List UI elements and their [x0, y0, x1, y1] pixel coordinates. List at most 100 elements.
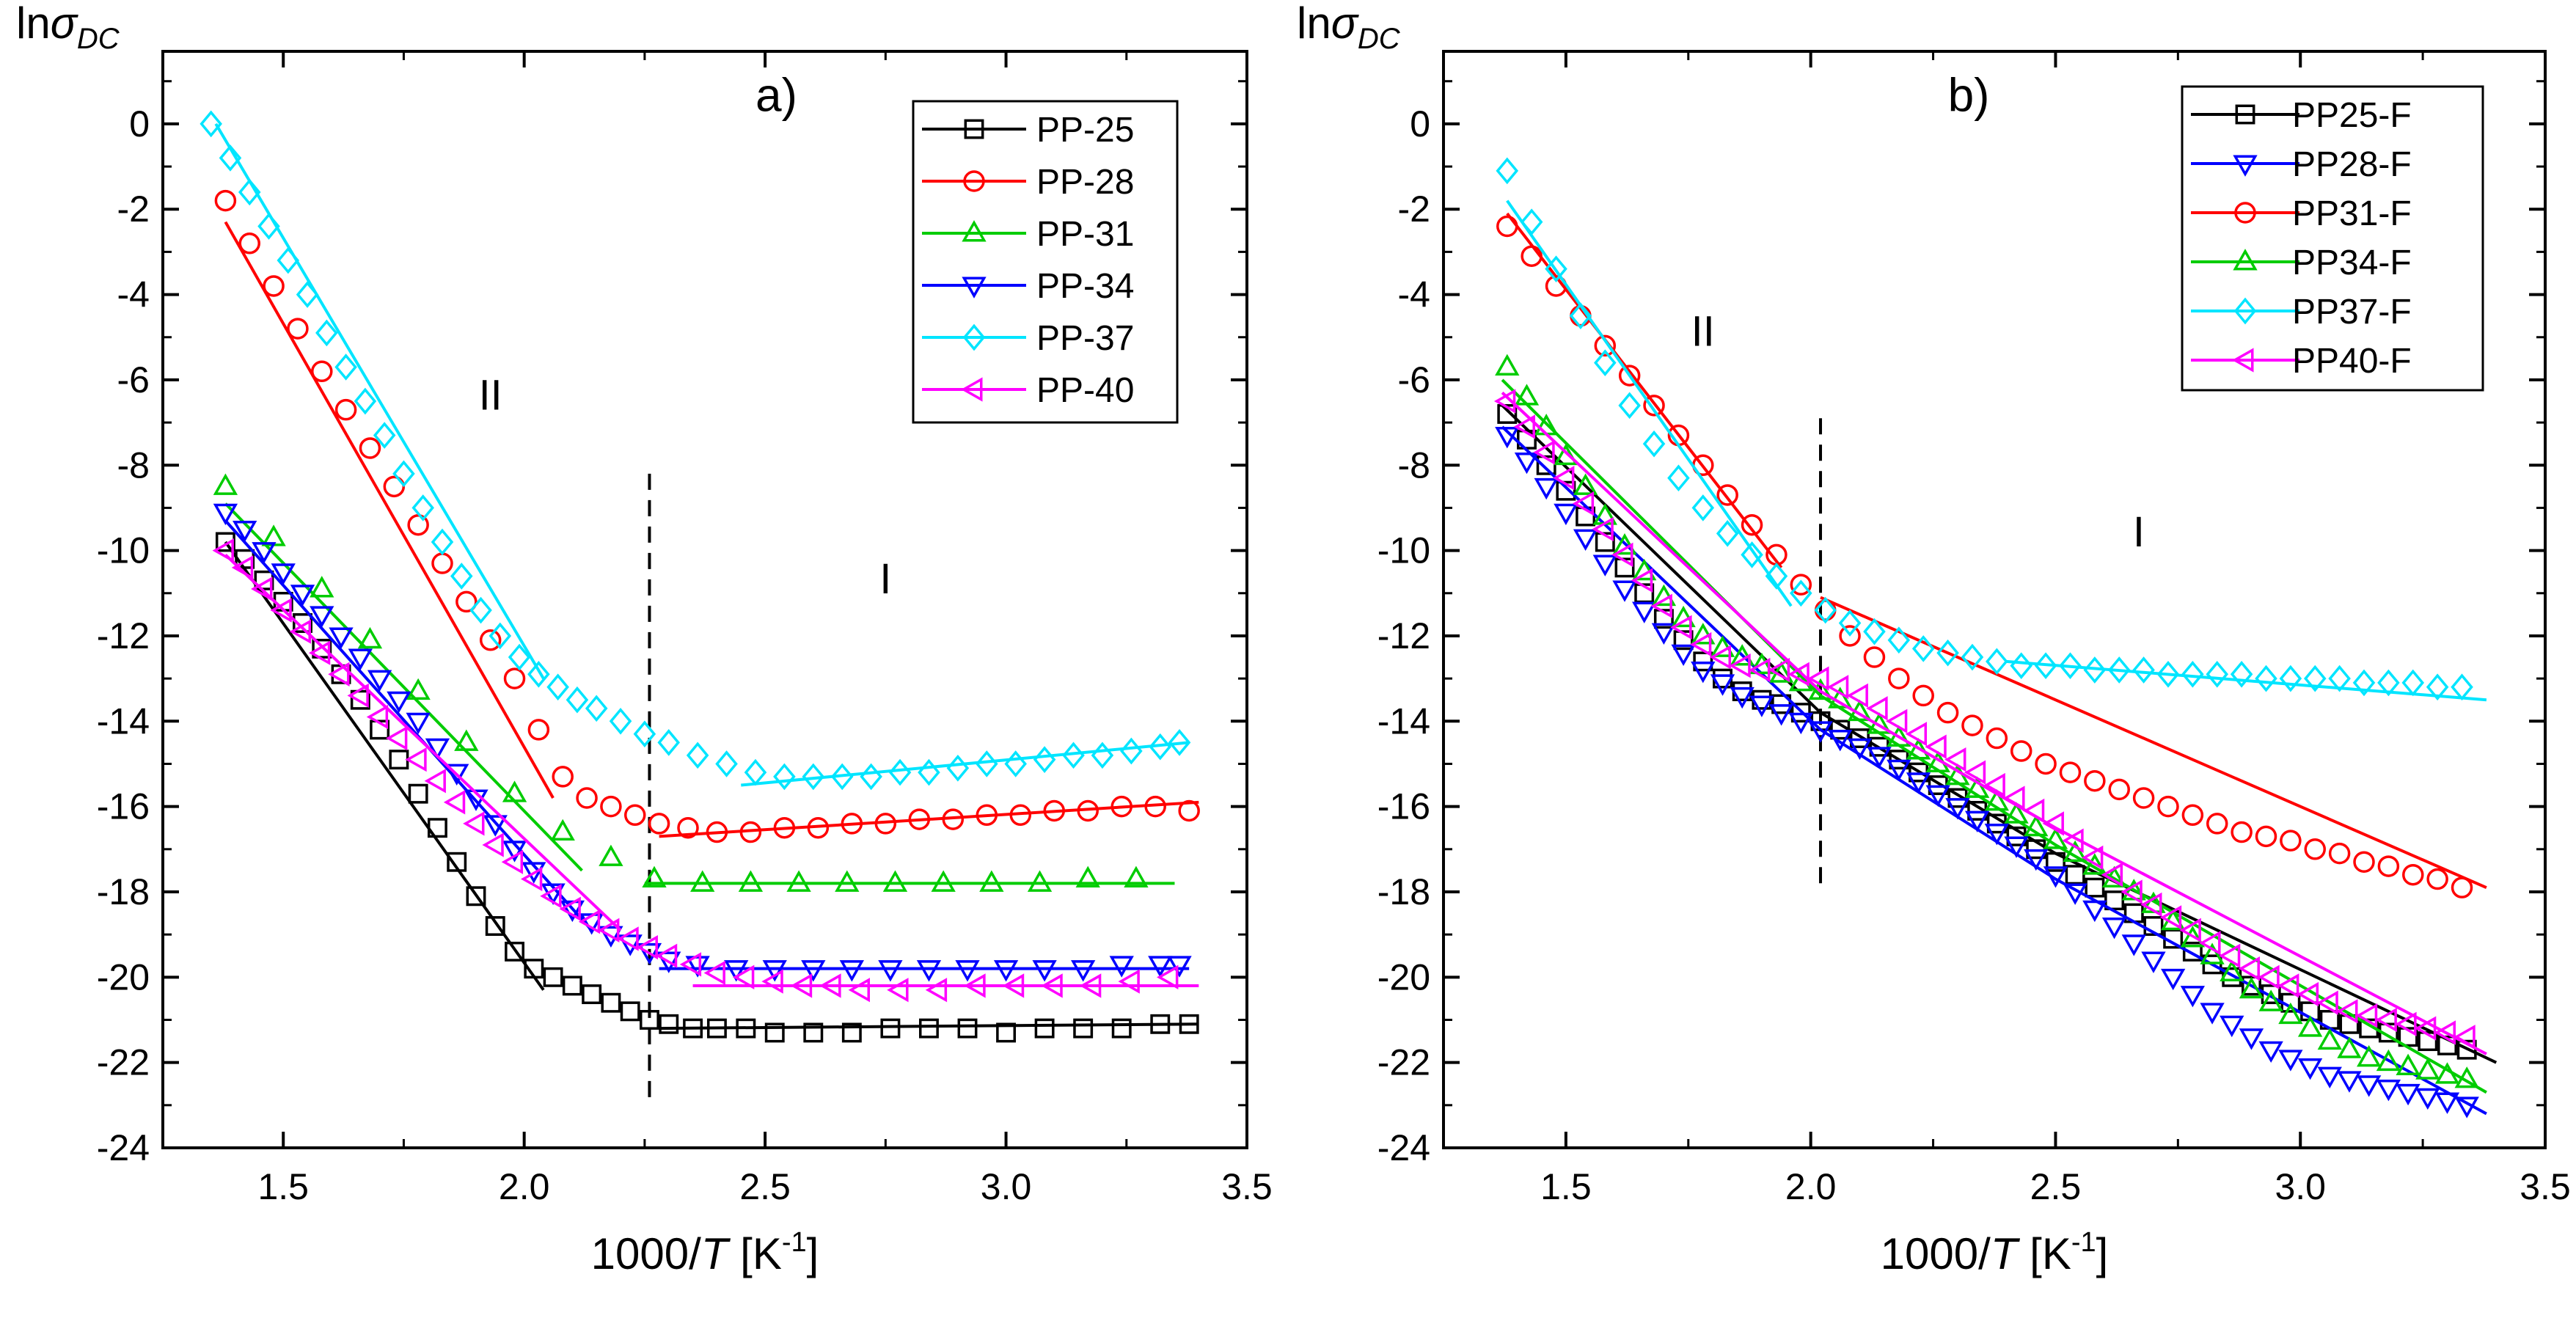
data-point — [1986, 727, 2008, 750]
data-point — [1118, 969, 1140, 994]
region-label: I — [879, 555, 891, 603]
data-point — [2278, 1050, 2303, 1072]
data-point — [1148, 956, 1173, 978]
legend-label: PP-34 — [1036, 267, 1134, 306]
data-point — [1073, 1018, 1094, 1039]
data-point — [1634, 583, 1655, 604]
data-point — [1887, 759, 1911, 782]
y-axis-label-symbol: σ — [51, 0, 79, 48]
data-point — [1496, 215, 1518, 238]
legend-label: PP-37 — [1036, 319, 1134, 358]
data-point — [1594, 334, 1617, 357]
y-tick-label: -18 — [1377, 871, 1430, 912]
data-point — [648, 813, 670, 835]
data-point — [347, 683, 369, 709]
data-point — [2101, 863, 2123, 887]
region-label: II — [1691, 307, 1715, 355]
data-point — [214, 189, 237, 212]
data-point — [1741, 513, 1763, 536]
x-axis-label-prefix: 1000/ — [1881, 1229, 1991, 1278]
data-point — [505, 941, 524, 962]
data-point — [357, 626, 383, 649]
data-point — [1716, 520, 1739, 547]
data-point — [2337, 1036, 2362, 1058]
data-point — [1790, 574, 1812, 596]
data-point — [979, 870, 1004, 892]
data-point — [1936, 639, 1959, 667]
data-point — [233, 521, 257, 543]
data-point — [2004, 836, 2029, 858]
data-point — [482, 832, 504, 857]
x-tick-label: 1.5 — [1540, 1166, 1592, 1207]
legend-box — [2181, 85, 2484, 392]
data-point — [1149, 733, 1172, 761]
data-point — [738, 870, 764, 892]
data-point — [803, 1022, 824, 1043]
plot-frame — [1442, 50, 2547, 1149]
legend-label: PP31-F — [2292, 194, 2412, 233]
data-point — [469, 596, 492, 624]
data-point — [2085, 877, 2105, 898]
data-point — [503, 667, 526, 689]
y-tick-label: -6 — [117, 359, 150, 400]
data-point — [1709, 645, 1732, 670]
data-point — [213, 473, 238, 495]
legend-label: PP25-F — [2292, 96, 2412, 135]
legend-marker — [963, 170, 985, 192]
y-tick-label: -16 — [97, 786, 150, 827]
data-point — [637, 942, 662, 965]
data-point — [841, 1022, 862, 1043]
panel-label: a) — [755, 68, 797, 121]
data-point — [2121, 934, 2146, 956]
data-point — [2376, 1049, 2401, 1072]
data-point — [546, 673, 569, 701]
data-point — [2024, 849, 2049, 871]
data-point — [578, 909, 601, 934]
data-point — [1496, 157, 1519, 185]
data-point — [2357, 1075, 2382, 1097]
data-point — [1928, 775, 1948, 795]
data-point — [1497, 404, 1518, 424]
data-point — [2141, 951, 2166, 973]
data-point — [1554, 503, 1578, 526]
data-point — [1863, 646, 1886, 668]
y-tick-label: -4 — [117, 274, 150, 315]
data-point — [527, 719, 550, 741]
y-tick-label: -6 — [1398, 359, 1430, 400]
x-axis-label-variable: T — [701, 1229, 731, 1278]
fit-line — [224, 553, 622, 931]
data-point — [1888, 667, 1910, 689]
data-point — [290, 585, 315, 607]
data-point — [1111, 1018, 1132, 1039]
data-point — [957, 1018, 978, 1039]
data-point — [1984, 824, 2009, 846]
data-point — [520, 866, 543, 892]
x-axis-label: 1000/T [K-1] — [1881, 1227, 2109, 1278]
data-point — [1936, 701, 1959, 724]
data-point — [2352, 669, 2376, 697]
data-point — [1849, 728, 1870, 749]
legend-marker — [2233, 155, 2258, 177]
data-point — [2230, 660, 2253, 688]
data-point — [1536, 455, 1556, 475]
y-tick-label: 0 — [1410, 103, 1430, 144]
series-PP-34 — [213, 503, 1192, 982]
data-point — [2337, 1071, 2362, 1093]
legend: PP-25 PP-28 PP-31 PP-34 PP-37 PP-40 — [912, 100, 1179, 424]
data-point — [2104, 890, 2125, 911]
data-point — [1768, 704, 1794, 726]
data-point — [1788, 712, 1813, 735]
fit-line — [224, 519, 593, 931]
data-point — [2415, 1088, 2440, 1110]
y-tick-label: -10 — [97, 530, 150, 571]
data-point — [656, 951, 681, 973]
data-point — [2402, 863, 2424, 886]
legend-marker — [962, 277, 987, 299]
data-point — [2316, 990, 2338, 1015]
data-point — [2261, 984, 2281, 1005]
data-point — [2042, 811, 2064, 836]
data-point — [2238, 956, 2260, 981]
data-point — [2132, 656, 2155, 684]
data-point — [489, 622, 512, 650]
x-axis-label-variable: T — [1991, 1229, 2021, 1278]
